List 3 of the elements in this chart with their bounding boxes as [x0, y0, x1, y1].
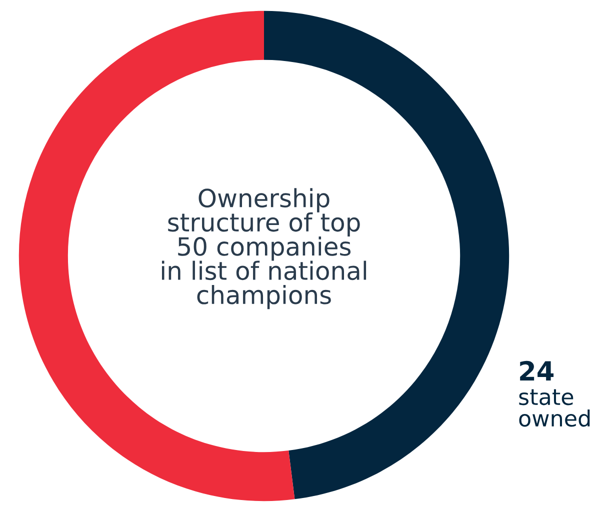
slice-label: state owned: [519, 389, 590, 427]
data-label: 24: [520, 360, 554, 381]
text: Ownership structure of top 50 companies in list of national champions: [162, 188, 366, 310]
